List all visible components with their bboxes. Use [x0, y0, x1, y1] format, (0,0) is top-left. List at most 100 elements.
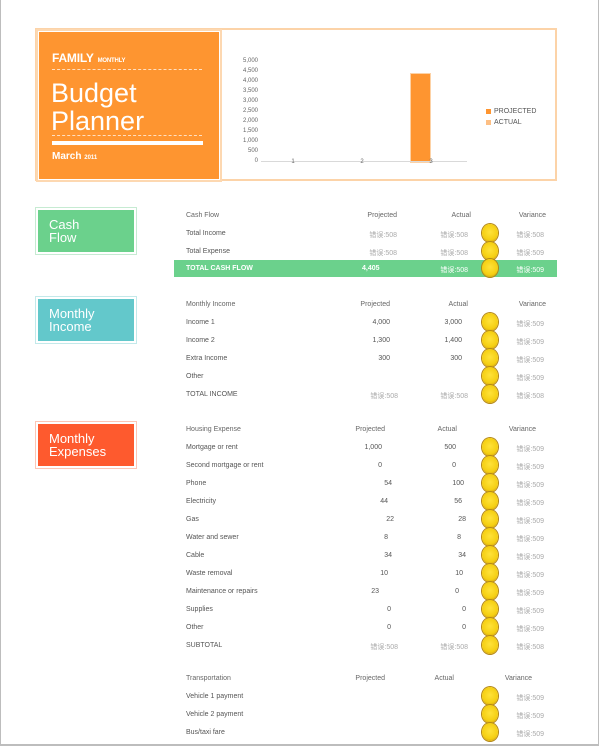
column-header-actual: Actual: [448, 301, 468, 308]
badge-line: Cash: [49, 217, 80, 232]
table-row: Total Expense 错误:508 错误:508 错误:509: [174, 242, 557, 261]
month-text: March: [52, 151, 82, 162]
badge-line: Expenses: [49, 444, 107, 459]
projected-value: 4,000: [372, 319, 390, 326]
y-tick: 3,000: [242, 98, 258, 104]
y-tick: 0: [254, 158, 258, 164]
badge-line: Monthly: [49, 306, 95, 321]
column-header-variance: Variance: [508, 426, 536, 433]
row-label: Vehicle 1 payment: [186, 693, 244, 700]
column-header-variance: Variance: [518, 212, 546, 219]
family-label: FAMILY MONTHLY: [52, 51, 126, 65]
status-coin-icon: [482, 438, 498, 456]
chart-legend: PROJECTED ACTUAL: [486, 106, 536, 128]
status-coin-icon: [482, 349, 498, 367]
projected-value: 34: [384, 552, 392, 559]
column-header-projected: Projected: [360, 301, 390, 308]
row-label: Bus/taxi fare: [186, 729, 225, 736]
variance-value: 错误:509: [516, 500, 544, 507]
variance-value: 错误:508: [516, 232, 544, 239]
bar-projected-3: [411, 74, 430, 162]
actual-value: 错误:508: [440, 250, 468, 257]
projected-value: 1,000: [364, 444, 382, 451]
projected-value: 0: [378, 462, 382, 469]
legend-projected: PROJECTED: [486, 106, 536, 117]
row-label: Gas: [186, 516, 199, 523]
row-label: Second mortgage or rent: [186, 462, 264, 469]
housing-header-row: Housing Expense Projected Actual Variance: [174, 421, 557, 439]
y-tick: 1,500: [242, 128, 258, 134]
variance-value: 错误:508: [516, 644, 544, 651]
projected-value: 0: [387, 624, 391, 631]
status-coin-icon: [482, 259, 498, 277]
variance-value: 错误:509: [516, 626, 544, 633]
status-coin-icon: [482, 546, 498, 564]
status-coin-icon: [482, 385, 498, 403]
column-header-variance: Variance: [518, 301, 546, 308]
cash-flow-badge: Cash Flow: [38, 210, 134, 252]
row-label: Maintenance or repairs: [186, 588, 258, 595]
variance-value: 错误:509: [516, 482, 544, 489]
row-label: Income 2: [186, 337, 215, 344]
y-tick: 2,500: [242, 108, 258, 114]
badge-line: Income: [49, 319, 92, 334]
table-row: Other 0 0 错误:509: [174, 618, 557, 637]
table-row: Supplies 0 0 错误:509: [174, 600, 557, 619]
table-row: Extra Income 300 300 错误:509: [174, 349, 557, 368]
table-row: Vehicle 2 payment 错误:509: [174, 705, 557, 724]
y-tick: 1,000: [242, 138, 258, 144]
projected-value: 22: [386, 516, 394, 523]
status-coin-icon: [482, 367, 498, 385]
projected-value: 错误:508: [369, 250, 397, 257]
status-coin-icon: [482, 636, 498, 654]
row-label: Total Expense: [186, 248, 230, 255]
table-row: Income 2 1,300 1,400 错误:509: [174, 331, 557, 350]
variance-value: 错误:509: [516, 518, 544, 525]
actual-value: 0: [452, 462, 456, 469]
table-row: Income 1 4,000 3,000 错误:509: [174, 313, 557, 332]
actual-value: 34: [458, 552, 466, 559]
projected-value: 23: [371, 588, 379, 595]
dotted-divider: [52, 135, 202, 136]
x-tick: 3: [429, 159, 433, 165]
row-label: Supplies: [186, 606, 213, 613]
table-row: Waste removal 10 10 错误:509: [174, 564, 557, 583]
column-header-label: Cash Flow: [186, 212, 220, 219]
cash-flow-header-row: Cash Flow Projected Actual Variance: [174, 207, 557, 225]
column-header-projected: Projected: [355, 426, 385, 433]
status-coin-icon: [482, 723, 498, 741]
variance-value: 错误:509: [516, 339, 544, 346]
projected-value: 错误:508: [370, 644, 398, 651]
row-label: Extra Income: [186, 355, 228, 362]
status-coin-icon: [482, 582, 498, 600]
row-label: Other: [186, 373, 204, 380]
table-row: TOTAL CASH FLOW 4,405 错误:508 错误:509: [174, 259, 557, 277]
actual-value: 300: [450, 355, 462, 362]
status-coin-icon: [482, 331, 498, 349]
row-label: Electricity: [186, 498, 216, 505]
column-header-actual: Actual: [451, 212, 471, 219]
table-row: Second mortgage or rent 0 0 错误:509: [174, 456, 557, 475]
actual-value: 0: [462, 624, 466, 631]
column-header-projected: Projected: [355, 675, 385, 682]
plot-area: [261, 62, 467, 162]
date-label: March 2011: [52, 151, 97, 162]
actual-value: 56: [454, 498, 462, 505]
variance-value: 错误:509: [516, 536, 544, 543]
dotted-divider: [52, 69, 202, 70]
status-coin-icon: [482, 705, 498, 723]
page-title: Budget Planner: [51, 79, 144, 135]
table-row: Bus/taxi fare 错误:509: [174, 723, 557, 742]
status-coin-icon: [482, 456, 498, 474]
actual-value: 错误:508: [440, 232, 468, 239]
variance-value: 错误:509: [516, 554, 544, 561]
projected-value: 8: [384, 534, 388, 541]
income-header-row: Monthly Income Projected Actual Variance: [174, 296, 557, 314]
variance-value: 错误:509: [516, 464, 544, 471]
row-label: SUBTOTAL: [186, 642, 223, 649]
projected-value: 4,405: [362, 265, 380, 272]
y-tick: 5,000: [242, 58, 258, 64]
projected-value: 44: [380, 498, 388, 505]
variance-value: 错误:509: [516, 321, 544, 328]
